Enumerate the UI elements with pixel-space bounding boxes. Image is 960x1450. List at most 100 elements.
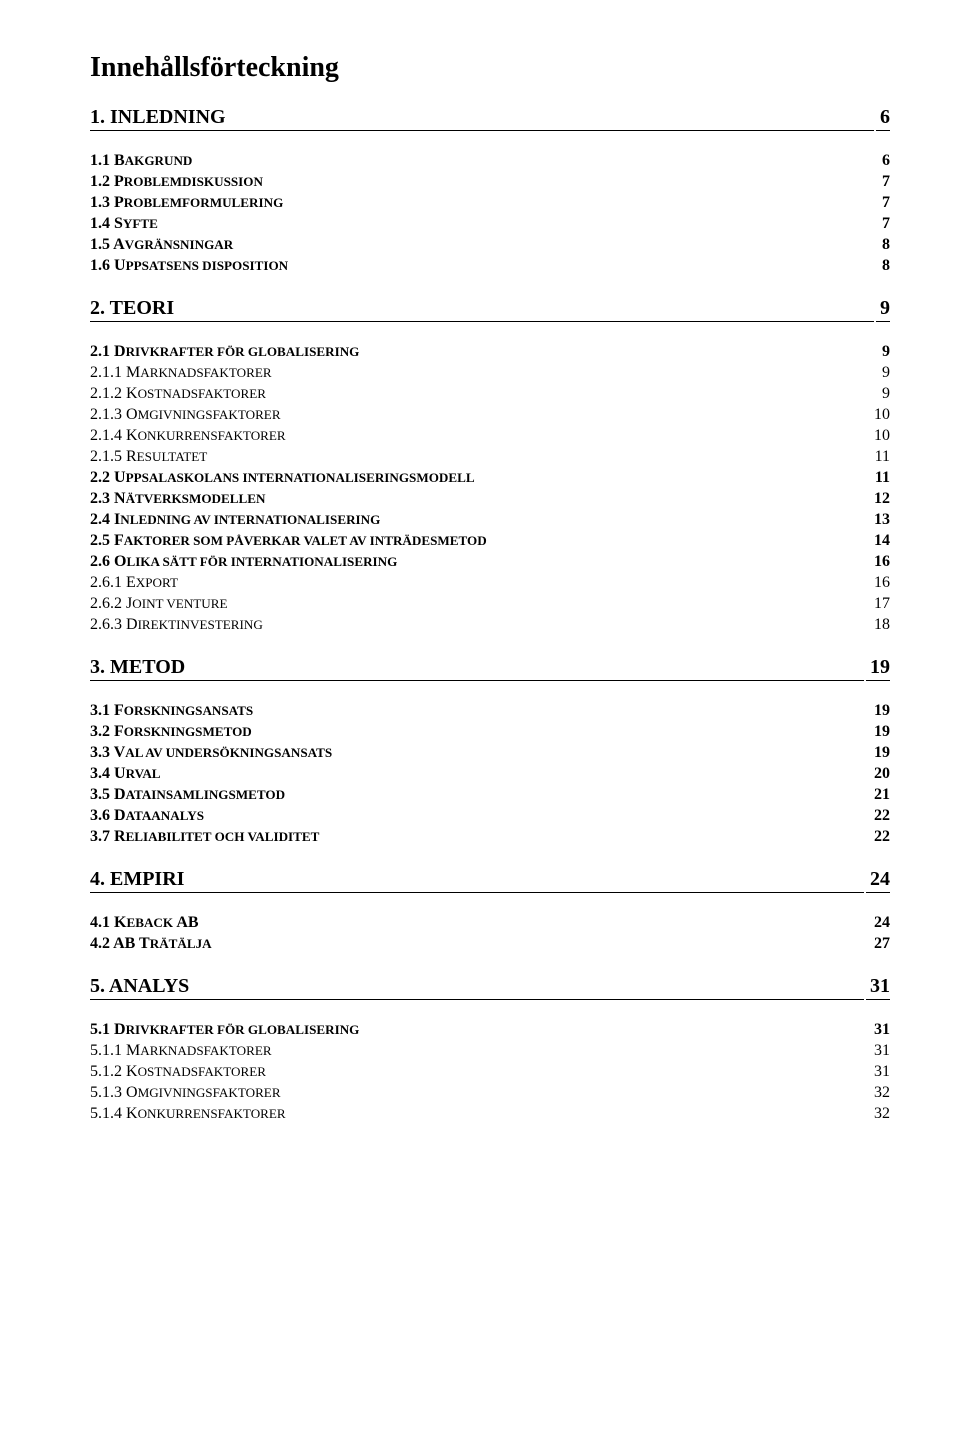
toc-entry-rest: ORSKNINGSMETOD [124,724,252,739]
toc-section-heading: 1. INLEDNING6 [90,105,890,131]
toc-entry-label: 3.7 RELIABILITET OCH VALIDITET [90,827,319,847]
toc-entry-label: 2.1.1 MARKNADSFAKTORER [90,363,272,383]
toc-entry-page: 19 [866,722,890,742]
toc-entry: 2.5 FAKTORER SOM PÅVERKAR VALET AV INTRÄ… [90,531,890,551]
toc-section-heading: 5. ANALYS 31 [90,974,890,1000]
toc-entry-label: 2.4 INLEDNING AV INTERNATIONALISERING [90,510,380,530]
toc-entry-page: 7 [874,193,890,213]
toc-entry-prefix: 2.6.2 J [90,595,132,612]
toc-entry: 2.1 DRIVKRAFTER FÖR GLOBALISERING9 [90,342,890,362]
toc-entry-page: 9 [874,363,890,383]
toc-heading-rule [184,872,864,893]
toc-entry-label: 2.3 NÄTVERKSMODELLEN [90,489,265,509]
toc-entry: 3.5 DATAINSAMLINGSMETOD21 [90,785,890,805]
toc-entry-label: 4.2 AB TRÄTÄLJA [90,934,212,954]
toc-entry: 2.1.4 KONKURRENSFAKTORER10 [90,426,890,446]
toc-entry: 2.1.1 MARKNADSFAKTORER 9 [90,363,890,383]
toc-entry-page: 11 [867,468,890,488]
toc-entry-prefix: 2.1.4 K [90,427,138,444]
toc-entry-label: 2.1.2 KOSTNADSFAKTORER [90,384,266,404]
toc-entry-rest: VGRÄNSNINGAR [125,237,234,252]
toc-entry-prefix: 2.5 F [90,532,124,549]
toc-entry-label: 2.1.5 RESULTATET [90,447,207,467]
toc-entry-label: 1.4 SYFTE [90,214,158,234]
toc-entry-page: 8 [874,235,890,255]
toc-entry-prefix: 5.1 D [90,1021,126,1038]
toc-entry-page: 27 [866,934,890,954]
toc-entry: 5.1.2 KOSTNADSFAKTORER 31 [90,1062,890,1082]
toc-entry: 3.3 VAL AV UNDERSÖKNINGSANSATS19 [90,743,890,763]
toc-entry-label: 5.1.4 KONKURRENSFAKTORER [90,1104,286,1124]
toc-entry-page: 12 [866,489,890,509]
toc-entry-label: 2.1 DRIVKRAFTER FÖR GLOBALISERING [90,342,359,362]
toc-entry-label: 1.2 PROBLEMDISKUSSION [90,172,263,192]
toc-entry: 1.5 AVGRÄNSNINGAR8 [90,235,890,255]
toc-entry-page: 24 [866,913,890,933]
toc-entry-rest: PPSATSENS DISPOSITION [126,258,289,273]
toc-entry-rest: ROBLEMDISKUSSION [124,174,263,189]
toc-entry-prefix: 1.6 U [90,257,126,274]
toc-section-items: 2.1 DRIVKRAFTER FÖR GLOBALISERING92.1.1 … [90,342,890,635]
toc-entry-rest: XPORT [136,575,178,590]
toc-entry-rest: ROBLEMFORMULERING [124,195,284,210]
toc-entry-rest: YFTE [123,216,158,231]
toc-entry-page: 16 [866,573,890,593]
toc-entry-page: 18 [866,615,890,635]
toc-entry-page: 9 [874,384,890,404]
toc-section-heading-page: 31 [866,974,890,1000]
toc-entry-prefix: 3.1 F [90,702,124,719]
toc-entry: 1.2 PROBLEMDISKUSSION7 [90,172,890,192]
toc-section-heading: 2. TEORI9 [90,296,890,322]
toc-entry-label: 2.1.4 KONKURRENSFAKTORER [90,426,286,446]
toc-entry-page: 31 [866,1020,890,1040]
toc-entry-prefix: 2.6.1 E [90,574,136,591]
toc-entry-page: 16 [866,552,890,572]
toc-entry-prefix: 2.2 U [90,469,126,486]
toc-entry: 1.1 BAKGRUND6 [90,151,890,171]
toc-heading-rule [189,979,864,1000]
toc-entry-prefix: 3.2 F [90,723,124,740]
toc-heading-rule [226,110,874,131]
toc-section-heading-label: 5. ANALYS [90,974,189,1000]
toc-entry-label: 2.1.3 OMGIVNINGSFAKTORER [90,405,281,425]
toc-entry-prefix: 3.4 U [90,765,126,782]
toc-section-heading: 3. METOD19 [90,655,890,681]
toc-section-items: 3.1 FORSKNINGSANSATS 19 3.2 FORSKNINGSMETO… [90,701,890,847]
toc-entry: 3.6 DATAANALYS22 [90,806,890,826]
toc-entry-page: 31 [866,1062,890,1082]
toc-entry-prefix: 5.1.2 K [90,1063,138,1080]
toc-entry-prefix: 1.1 B [90,152,125,169]
toc-entry: 2.1.3 OMGIVNINGSFAKTORER10 [90,405,890,425]
toc-entry: 1.3 PROBLEMFORMULERING7 [90,193,890,213]
toc-entry-prefix: 5.1.1 M [90,1042,140,1059]
toc-entry-tail: AB [176,914,198,931]
toc-entry: 5.1.3 OMGIVNINGSFAKTORER32 [90,1083,890,1103]
toc-entry-page: 17 [866,594,890,614]
toc-entry-rest: OSTNADSFAKTORER [138,386,266,401]
toc-entry-rest: RVAL [126,766,161,781]
toc-entry-prefix: 2.1 D [90,343,126,360]
toc-section-items: 5.1 DRIVKRAFTER FÖR GLOBALISERING315.1.1… [90,1020,890,1124]
toc-section-heading-label: 2. TEORI [90,296,174,322]
toc-entry-rest: NLEDNING AV INTERNATIONALISERING [120,512,380,527]
toc-section-items: 4.1 KEBACK AB 24 4.2 AB TRÄTÄLJA 27 [90,913,890,954]
toc-entry: 2.6 OLIKA SÄTT FÖR INTERNATIONALISERING1… [90,552,890,572]
toc-entry: 2.4 INLEDNING AV INTERNATIONALISERING13 [90,510,890,530]
toc-section-heading: 4. EMPIRI24 [90,867,890,893]
toc-entry-rest: OSTNADSFAKTORER [138,1064,266,1079]
toc-entry-prefix: 2.4 I [90,511,120,528]
toc-entry-rest: PPSALASKOLANS INTERNATIONALISERINGSMODEL… [126,470,475,485]
toc-entry-prefix: 3.7 R [90,828,126,845]
table-of-contents: 1. INLEDNING6 1.1 BAKGRUND61.2 PROBLEMDIS… [90,105,890,1124]
toc-section-heading-label: 4. EMPIRI [90,867,184,893]
toc-entry: 5.1.4 KONKURRENSFAKTORER32 [90,1104,890,1124]
toc-entry-rest: ARKNADSFAKTORER [140,365,271,380]
toc-entry-prefix: 2.1.5 R [90,448,137,465]
toc-section-items: 1.1 BAKGRUND61.2 PROBLEMDISKUSSION71.3 P… [90,151,890,276]
toc-entry-rest: ATAINSAMLINGSMETOD [126,787,286,802]
toc-entry-rest: ORSKNINGSANSATS [124,703,253,718]
toc-entry-prefix: 3.5 D [90,786,126,803]
toc-entry-label: 4.1 KEBACK AB [90,913,199,933]
toc-entry-label: 2.6.2 JOINT VENTURE [90,594,228,614]
toc-entry-prefix: 2.1.3 O [90,406,138,423]
